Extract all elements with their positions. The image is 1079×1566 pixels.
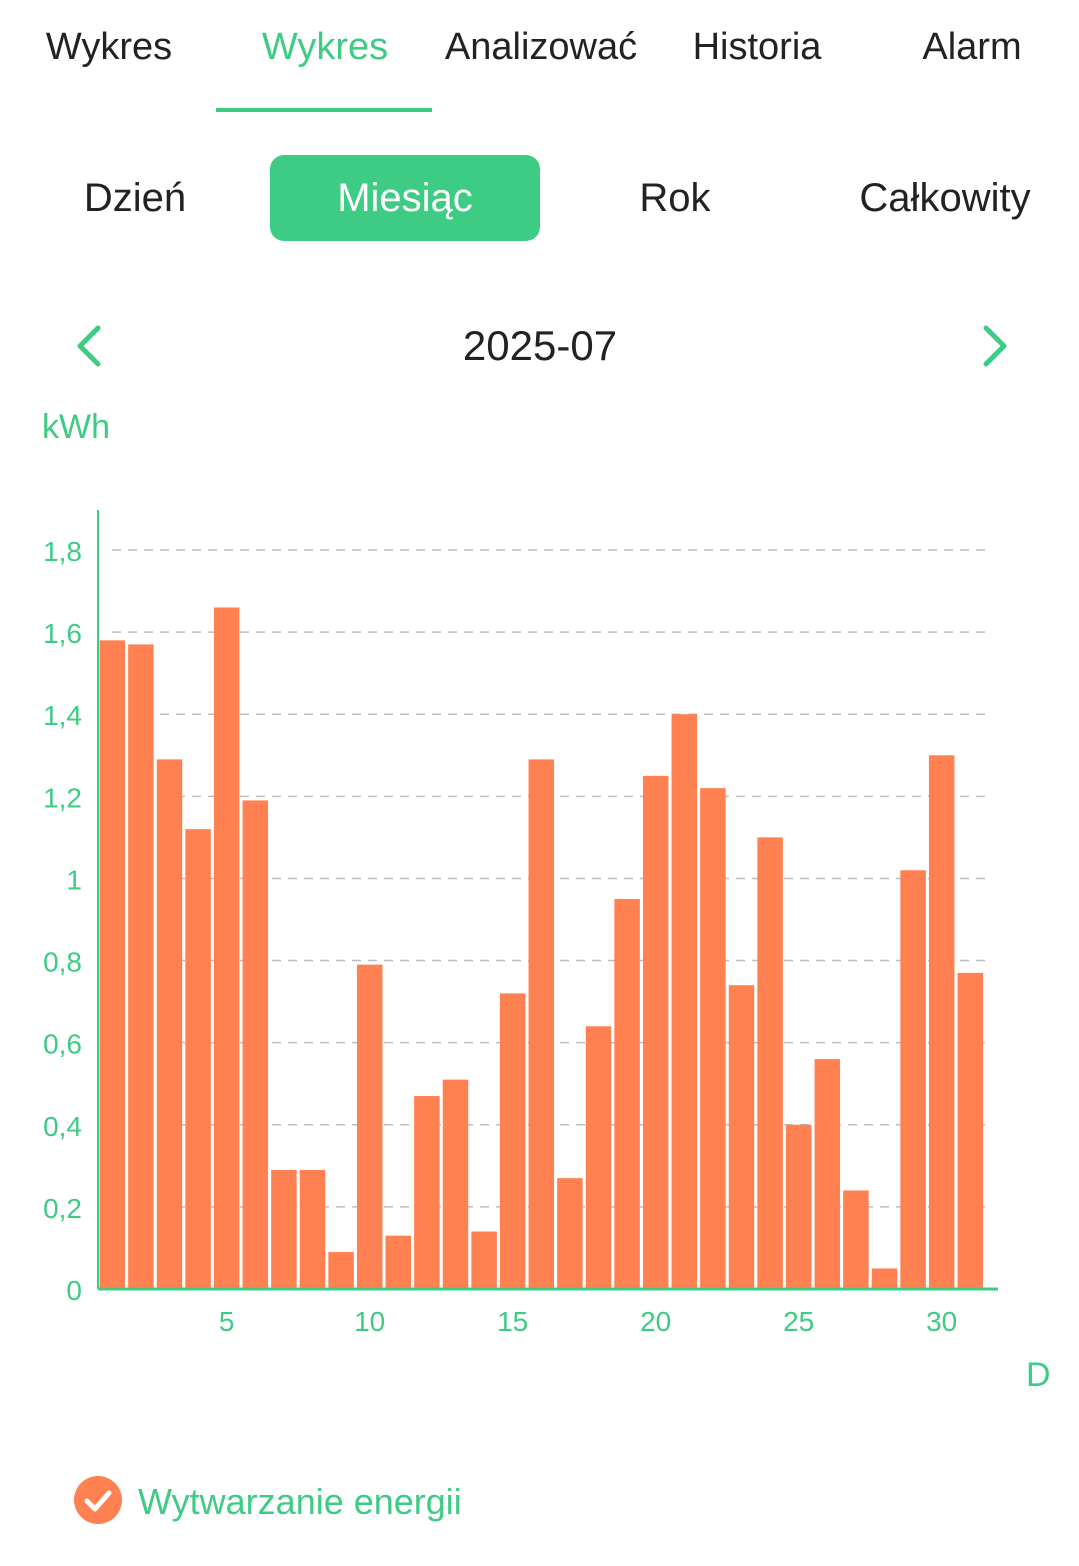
bar-day-24 — [757, 837, 783, 1289]
chevron-left-icon[interactable] — [70, 322, 110, 370]
tab-wykres-active[interactable]: Wykres — [261, 26, 389, 68]
bar-day-30 — [928, 755, 955, 1289]
x-tick-label: 10 — [354, 1306, 385, 1337]
tab-historia[interactable]: Historia — [692, 26, 822, 68]
x-tick-label: 20 — [640, 1306, 671, 1337]
y-tick-label: 1,8 — [43, 536, 82, 567]
bar-day-8 — [299, 1169, 326, 1289]
period-day-button[interactable]: Dzień — [83, 176, 187, 220]
bar-day-14 — [471, 1231, 497, 1289]
bar-day-16 — [528, 759, 555, 1289]
bar-day-9 — [328, 1252, 354, 1289]
period-month-button[interactable]: Miesiąc — [270, 155, 540, 241]
chevron-right-icon[interactable] — [974, 322, 1014, 370]
bar-day-5 — [213, 607, 240, 1289]
y-tick-label: 1,4 — [43, 700, 82, 731]
y-tick-label: 0,6 — [43, 1029, 82, 1060]
bar-day-15 — [499, 993, 526, 1289]
bar-day-28 — [871, 1268, 898, 1289]
y-tick-label: 0,2 — [43, 1193, 82, 1224]
tab-analizowac[interactable]: Analizować — [444, 26, 638, 68]
bar-day-13 — [442, 1079, 469, 1289]
bar-day-11 — [385, 1235, 412, 1289]
bar-day-22 — [700, 788, 726, 1289]
top-tab-bar: Wykres Wykres Analizować Historia Alarm — [0, 0, 1079, 112]
bar-day-31 — [957, 972, 984, 1289]
tab-wykres[interactable]: Wykres — [45, 26, 173, 68]
bar-day-1 — [99, 640, 126, 1289]
bar-day-25 — [785, 1124, 812, 1289]
bar-day-23 — [728, 985, 755, 1289]
legend-label: Wytwarzanie energii — [138, 1481, 462, 1522]
x-tick-label: 5 — [219, 1306, 235, 1337]
period-display: 2025-07 — [462, 322, 618, 369]
y-tick-label: 0,8 — [43, 947, 82, 978]
bar-day-20 — [642, 775, 669, 1289]
bar-day-26 — [814, 1059, 841, 1289]
y-tick-label: 1 — [66, 864, 82, 895]
x-tick-label: 15 — [497, 1306, 528, 1337]
y-tick-label: 0 — [66, 1275, 82, 1306]
bar-day-17 — [557, 1178, 583, 1289]
bar-day-18 — [585, 1026, 612, 1289]
bar-day-27 — [843, 1190, 869, 1289]
tab-alarm[interactable]: Alarm — [922, 26, 1022, 68]
bar-day-19 — [614, 898, 640, 1289]
period-year-button[interactable]: Rok — [639, 176, 711, 220]
bar-day-10 — [356, 964, 383, 1289]
bar-day-2 — [128, 644, 154, 1289]
y-tick-label: 1,6 — [43, 618, 82, 649]
period-total-button[interactable]: Całkowity — [859, 176, 1031, 220]
y-axis-unit-label: kWh — [42, 408, 110, 446]
active-tab-indicator — [216, 108, 432, 112]
bar-day-7 — [271, 1169, 297, 1289]
x-tick-label: 30 — [926, 1306, 957, 1337]
bar-day-3 — [156, 759, 183, 1289]
x-tick-label: 25 — [783, 1306, 814, 1337]
bar-day-4 — [185, 829, 211, 1289]
check-circle-icon — [74, 1476, 122, 1524]
energy-bar-chart: 0 0,2 0,4 0,6 0,8 1 1,2 1,4 1,6 1,8 5 10 15 20 25 30 — [43, 510, 998, 1337]
bar-day-6 — [242, 800, 269, 1289]
bar-day-29 — [900, 870, 926, 1289]
y-tick-label: 0,4 — [43, 1111, 82, 1142]
y-tick-label: 1,2 — [43, 782, 82, 813]
x-axis-unit-label: D — [1026, 1356, 1051, 1394]
bar-day-21 — [671, 714, 698, 1289]
bar-day-12 — [414, 1096, 440, 1289]
